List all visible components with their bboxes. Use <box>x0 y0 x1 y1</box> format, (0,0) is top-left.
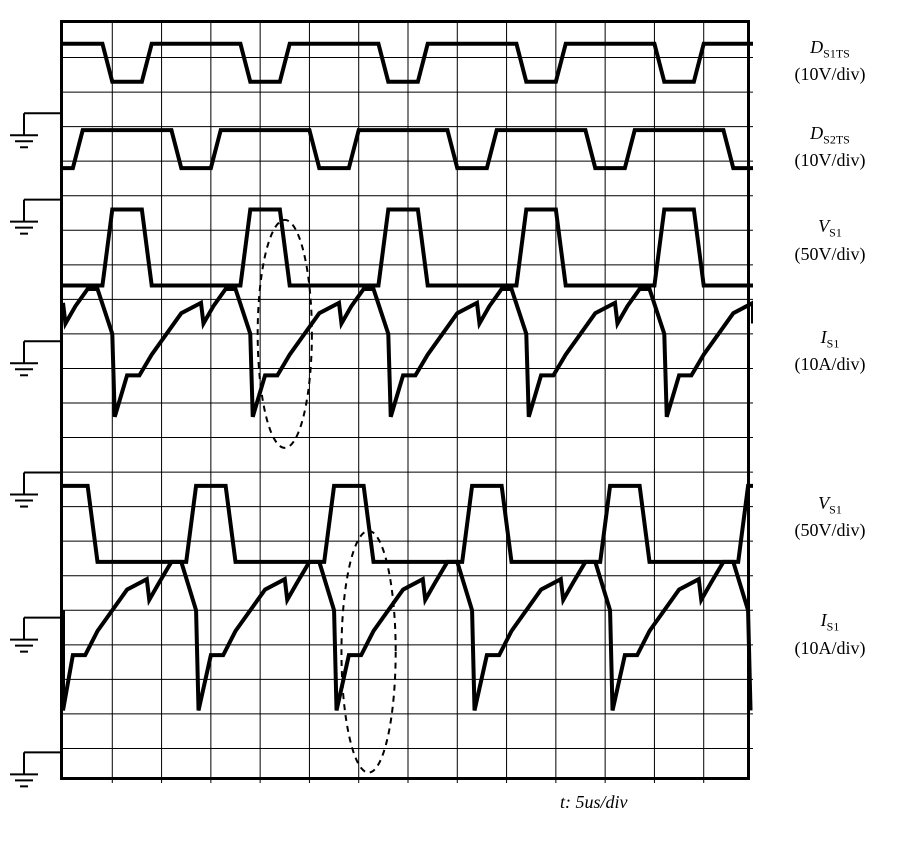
label-scale: (10A/div) <box>795 638 866 658</box>
trace-labels: DS1TS(10V/div)DS2TS(10V/div)VS1(50V/div)… <box>760 20 900 780</box>
label-main: D <box>810 37 823 57</box>
label-scale: (50V/div) <box>795 520 866 540</box>
label-main: V <box>818 216 829 236</box>
label-sub: S1 <box>829 502 842 516</box>
plot-area <box>60 20 750 780</box>
trace-I_S1_b <box>63 562 751 711</box>
label-sub: S1 <box>827 337 840 351</box>
label-scale: (10V/div) <box>795 150 866 170</box>
label-sub: S2TS <box>823 133 850 147</box>
label-V_S1_b: VS1 (50V/div) <box>760 491 900 544</box>
label-scale: (50V/div) <box>795 244 866 264</box>
label-sub: S1 <box>829 226 842 240</box>
label-sub: S1 <box>827 620 840 634</box>
oscilloscope-figure: DS1TS(10V/div)DS2TS(10V/div)VS1(50V/div)… <box>0 0 903 851</box>
annotation-ellipses <box>258 220 396 773</box>
label-V_S1_a: VS1 (50V/div) <box>760 214 900 267</box>
label-main: D <box>810 123 823 143</box>
label-I_S1_a: IS1(10A/div) <box>760 325 900 378</box>
x-axis-value: 5us/div <box>576 792 628 812</box>
label-scale: (10A/div) <box>795 354 866 374</box>
x-axis-label: t: 5us/div <box>560 792 628 813</box>
label-sub: S1TS <box>823 46 850 60</box>
label-main: V <box>818 493 829 513</box>
plot-svg <box>63 23 753 783</box>
label-scale: (10V/div) <box>795 64 866 84</box>
ground-markers <box>0 20 60 820</box>
label-D_S1TS: DS1TS (10V/div) <box>760 35 900 88</box>
label-I_S1_b: IS1(10A/div) <box>760 608 900 661</box>
label-D_S2TS: DS2TS (10V/div) <box>760 121 900 174</box>
grid-lines <box>63 23 753 783</box>
